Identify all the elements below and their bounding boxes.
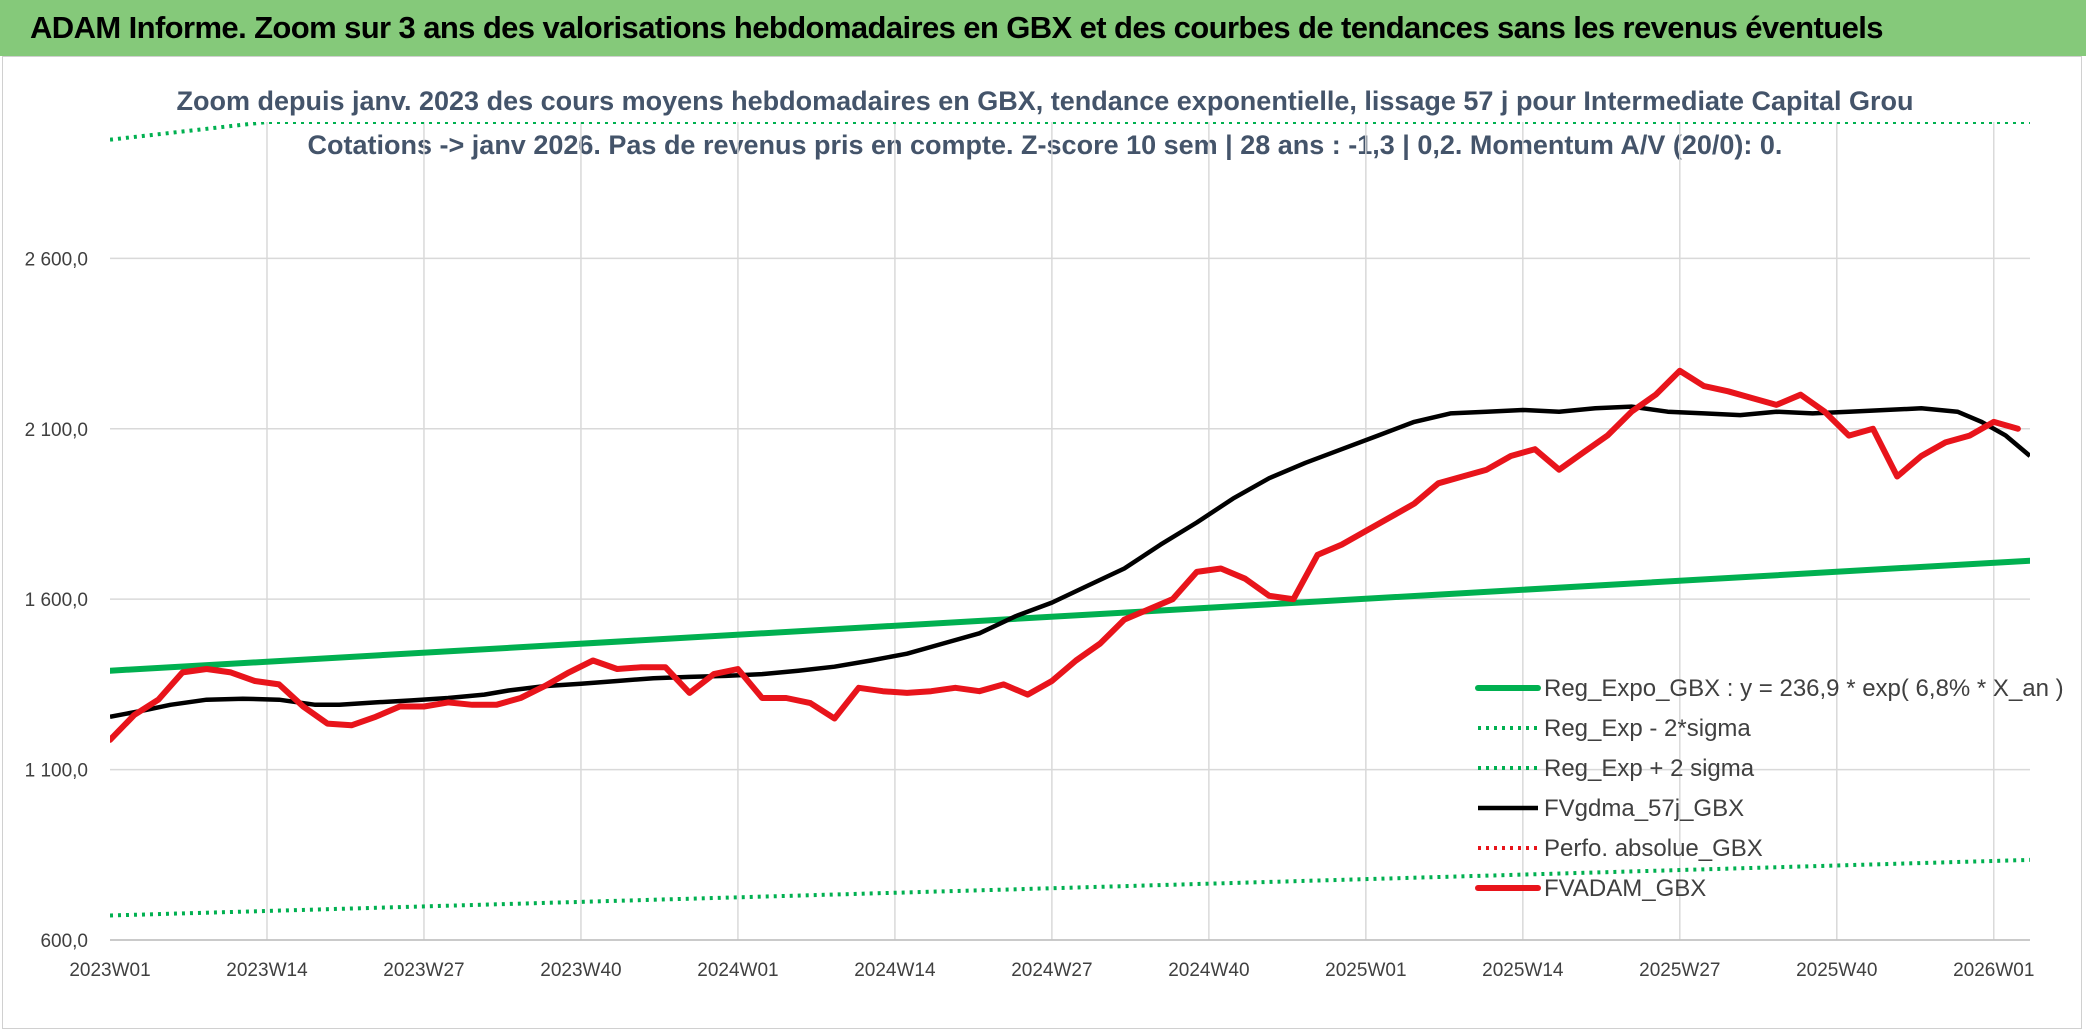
x-tick-label: 2024W01 (697, 960, 778, 981)
x-tick-label: 2023W40 (540, 960, 621, 981)
x-tick-label: 2025W01 (1325, 960, 1406, 981)
x-tick-label: 2025W40 (1796, 960, 1877, 981)
legend-label-1: Reg_Expo_GBX : y = 236,9 * exp( 6,8% * X… (1544, 675, 2064, 702)
legend-label-6: FVADAM_GBX (1544, 875, 1706, 902)
x-tick-label: 2025W14 (1482, 960, 1564, 981)
x-tick-label: 2026W01 (1953, 960, 2034, 981)
x-tick-label: 2025W27 (1639, 960, 1720, 981)
series-line-2 (110, 857, 2030, 918)
chart-title-line-2: Cotations -> janv 2026. Pas de revenus p… (308, 130, 1783, 160)
banner-title: ADAM Informe. Zoom sur 3 ans des valoris… (30, 10, 1883, 45)
y-tick-label: 1 100,0 (25, 761, 88, 782)
x-tick-label: 2023W14 (226, 960, 308, 981)
header-banner: ADAM Informe. Zoom sur 3 ans des valoris… (0, 0, 2086, 56)
legend-label-2: Reg_Exp - 2*sigma (1544, 715, 1751, 742)
y-tick-label: 2 100,0 (25, 420, 88, 441)
y-tick-label: 1 600,0 (25, 590, 88, 611)
series-line-4 (110, 404, 2030, 720)
legend-label-3: Reg_Exp + 2 sigma (1544, 755, 1755, 782)
x-tick-label: 2024W14 (854, 960, 936, 981)
series-line-6 (110, 367, 2021, 743)
y-tick-label: 600,0 (40, 931, 88, 952)
legend-label-5: Perfo. absolue_GBX (1544, 835, 1763, 862)
x-tick-label: 2023W27 (383, 960, 464, 981)
series-line-1 (110, 557, 2030, 674)
chart-area-border (2, 56, 2082, 1029)
y-tick-label: 2 600,0 (25, 249, 88, 270)
x-tick-label: 2023W01 (69, 960, 150, 981)
x-tick-label: 2024W27 (1011, 960, 1092, 981)
chart-title-line-1: Zoom depuis janv. 2023 des cours moyens … (176, 86, 1913, 116)
legend-label-4: FVgdma_57j_GBX (1544, 795, 1744, 822)
x-tick-label: 2024W40 (1168, 960, 1249, 981)
